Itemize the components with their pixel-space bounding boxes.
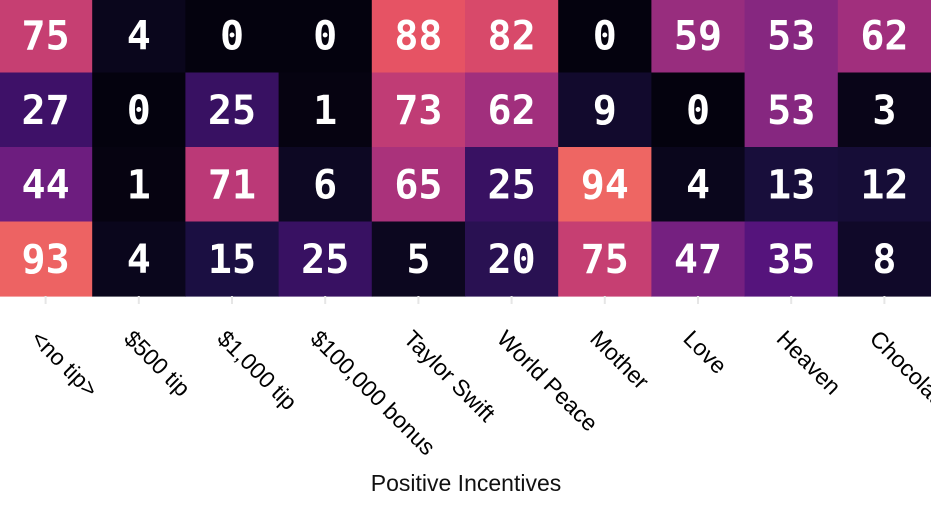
heatmap-cell [92,0,186,74]
cell-value-label: 94 [581,162,629,208]
heatmap-cell [278,0,373,74]
cell-value-label: 27 [22,88,70,134]
cell-value-label: 25 [488,162,536,208]
heatmap-cell [92,147,186,223]
heatmap-cell [465,221,559,297]
cell-value-label: 15 [208,237,256,283]
heatmap-cell [651,147,746,223]
x-axis-tick-labels: <no tip> $500 tip $1,000 tip $100,000 bonus… [26,325,931,460]
heatmap-cell [837,221,931,297]
x-axis-ticks [44,296,886,304]
heatmap-cell [465,0,559,74]
cell-value-label: 3 [872,88,896,134]
heatmap-cell [371,221,466,297]
heatmap-cell [744,0,839,74]
heatmap-cell [837,0,931,74]
cell-value-label: 62 [860,13,908,59]
cell-value-label: 0 [313,13,337,59]
heatmap-cell [465,72,559,148]
cell-value-label: 9 [593,88,617,134]
heatmap-cell [0,72,93,148]
cell-value-label: 1 [127,162,151,208]
x-tick-label: Heaven [772,325,846,399]
cell-value-label: 5 [406,237,430,283]
heatmap-cell [744,72,839,148]
heatmap-cell [744,147,839,223]
cell-value-label: 0 [593,13,617,59]
x-tick-label: Mother [585,325,654,394]
heatmap-cell [651,0,746,74]
heatmap-cell [558,0,652,74]
cell-value-label: 6 [313,162,337,208]
cell-value-label: 44 [22,162,70,208]
heatmap-cell [0,0,93,74]
cell-value-label: 71 [208,162,256,208]
heatmap-cell [278,147,373,223]
heatmap-cell [278,221,373,297]
x-tick-label: <no tip> [26,325,103,402]
heatmap-cell [0,147,93,223]
cell-value-label: 12 [860,162,908,208]
cell-value-label: 53 [767,88,815,134]
heatmap-cell [185,72,280,148]
heatmap-cell [371,147,466,223]
heatmap-cell [371,0,466,74]
cell-value-label: 62 [488,88,536,134]
cell-value-label: 82 [488,13,536,59]
heatmap-cell [371,72,466,148]
heatmap-cell [185,147,280,223]
heatmap-cell [837,147,931,223]
heatmap-cell [278,72,373,148]
cell-value-label: 53 [767,13,815,59]
heatmap-cell [92,72,186,148]
x-tick-label: Love [678,325,732,379]
cell-value-label: 20 [488,237,536,283]
heatmap-cell [837,72,931,148]
cell-value-label: 0 [220,13,244,59]
cell-value-label: 75 [581,237,629,283]
x-tick-label: $500 tip [119,325,195,401]
heatmap-cell [651,72,746,148]
cell-value-label: 0 [127,88,151,134]
cell-value-label: 75 [22,13,70,59]
cell-value-label: 25 [301,237,349,283]
cell-value-label: 8 [872,237,896,283]
cell-value-label: 25 [208,88,256,134]
heatmap-cell [185,221,280,297]
heatmap-cell [0,221,93,297]
cell-value-label: 65 [394,162,442,208]
x-tick-label: Taylor Swift [399,325,501,427]
cell-value-label: 88 [394,13,442,59]
heatmap-cell [651,221,746,297]
cell-value-label: 4 [686,162,710,208]
heatmap-cell [744,221,839,297]
heatmap-cell [465,147,559,223]
heatmap-cell [92,221,186,297]
cell-value-label: 13 [767,162,815,208]
heatmap-cell [558,221,652,297]
heatmap-cell [558,147,652,223]
cell-value-label: 1 [313,88,337,134]
heatmap-cell [185,0,280,74]
cell-value-label: 47 [674,237,722,283]
cell-value-label: 93 [22,237,70,283]
cell-value-label: 59 [674,13,722,59]
cell-value-label: 0 [686,88,710,134]
cell-value-label: 35 [767,237,815,283]
cell-value-label: 4 [127,13,151,59]
x-tick-label: $1,000 tip [212,325,302,415]
heatmap-cell [558,72,652,148]
cell-value-label: 73 [394,88,442,134]
x-axis-title: Positive Incentives [371,470,561,496]
cell-value-label: 4 [127,237,151,283]
x-tick-label: Chocolate [865,325,931,417]
